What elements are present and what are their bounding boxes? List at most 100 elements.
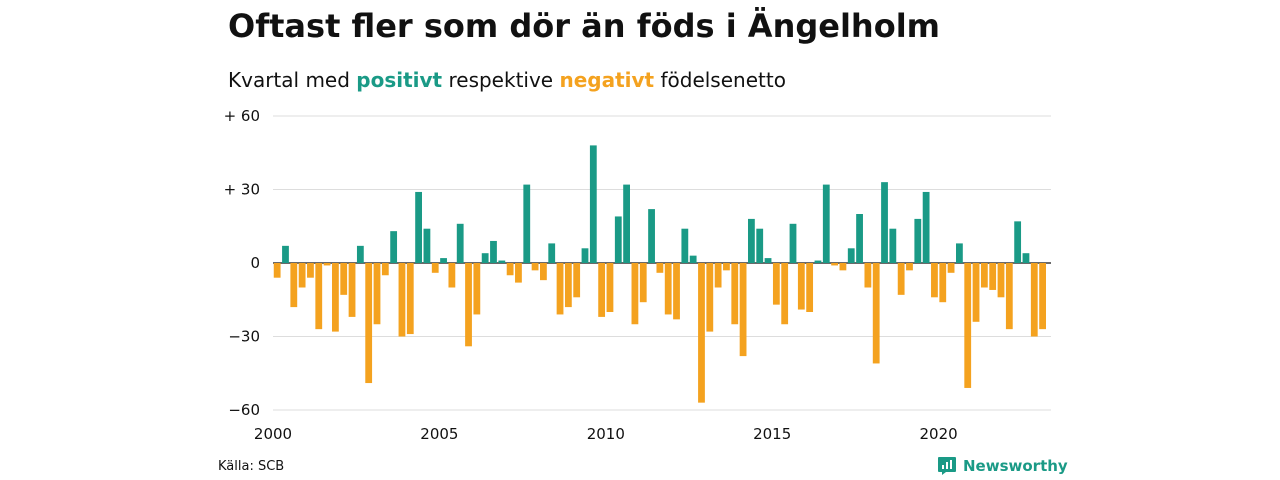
bar xyxy=(964,263,972,388)
bar xyxy=(639,263,647,303)
chart-subtitle: Kvartal med positivt respektive negativt… xyxy=(228,66,786,94)
bar xyxy=(456,223,464,263)
subtitle-positive: positivt xyxy=(356,68,443,92)
bar xyxy=(956,243,963,263)
bar xyxy=(556,263,564,315)
bar xyxy=(664,263,672,315)
bar xyxy=(872,263,880,364)
bar xyxy=(756,228,764,263)
bar xyxy=(1005,263,1013,330)
bar xyxy=(689,255,697,263)
bar xyxy=(648,209,655,263)
newsworthy-logo: Newsworthy xyxy=(937,456,1068,476)
bar xyxy=(448,263,456,288)
bar xyxy=(465,263,472,347)
y-tick-label: −60 xyxy=(228,401,260,419)
bar xyxy=(581,248,589,263)
bar xyxy=(1039,263,1046,330)
y-axis: + 60 + 30 0 −30 −60 xyxy=(224,107,260,419)
bar xyxy=(972,263,980,322)
x-tick-label: 2010 xyxy=(587,425,625,443)
subtitle-negative: negativt xyxy=(559,68,655,92)
bar xyxy=(839,263,847,271)
x-tick-label: 2000 xyxy=(254,425,292,443)
y-tick-label: 0 xyxy=(250,254,260,272)
newsworthy-logo-icon xyxy=(938,457,956,475)
bar xyxy=(423,228,431,263)
bar xyxy=(498,260,506,263)
bar xyxy=(814,260,822,263)
bar xyxy=(606,263,614,312)
bar xyxy=(307,263,314,278)
bar xyxy=(997,263,1005,298)
bar xyxy=(831,263,838,266)
bar xyxy=(348,263,356,317)
bar xyxy=(789,223,797,263)
bar xyxy=(723,263,730,271)
subtitle-prefix: Kvartal med xyxy=(228,68,357,92)
bar xyxy=(706,263,714,332)
bar xyxy=(598,263,606,317)
bar xyxy=(506,263,514,276)
bar xyxy=(406,263,414,335)
bar xyxy=(947,263,955,273)
subtitle-suffix: födelsenetto xyxy=(654,68,786,92)
bar xyxy=(531,263,539,271)
bar-series xyxy=(273,145,1046,403)
bar xyxy=(282,245,289,263)
bar xyxy=(340,263,348,295)
bar xyxy=(315,263,323,330)
bar xyxy=(323,263,331,266)
bar xyxy=(332,263,339,332)
bar xyxy=(473,263,481,315)
bar xyxy=(373,263,381,325)
bar xyxy=(856,214,863,263)
bar xyxy=(748,218,755,263)
bar xyxy=(714,263,722,288)
bar xyxy=(806,263,814,312)
x-axis: 2000 2005 2010 2015 2020 xyxy=(254,425,958,443)
y-tick-label: + 60 xyxy=(224,107,260,125)
bar xyxy=(415,191,422,263)
chart-title: Oftast fler som dör än föds i Ängelholm xyxy=(228,7,940,45)
bar xyxy=(390,231,398,263)
bar xyxy=(398,263,406,337)
bar xyxy=(1022,253,1030,263)
bar xyxy=(440,258,447,263)
bar xyxy=(573,263,581,298)
bar xyxy=(1030,263,1038,337)
brand-name: Newsworthy xyxy=(963,457,1068,475)
bar xyxy=(614,216,622,263)
bar xyxy=(931,263,938,298)
bar xyxy=(431,263,439,273)
x-tick-label: 2005 xyxy=(420,425,458,443)
bar xyxy=(589,145,597,263)
bar xyxy=(698,263,705,403)
bar xyxy=(772,263,780,305)
bar xyxy=(980,263,988,288)
bar xyxy=(822,184,830,263)
bar xyxy=(523,184,531,263)
bar xyxy=(290,263,298,308)
y-tick-label: −30 xyxy=(228,328,260,346)
bar xyxy=(298,263,306,288)
source-note: Källa: SCB xyxy=(218,459,285,474)
bar xyxy=(914,218,922,263)
bar xyxy=(906,263,913,271)
bar xyxy=(540,263,547,281)
y-tick-label: + 30 xyxy=(224,181,260,199)
bar xyxy=(656,263,664,273)
bar xyxy=(939,263,947,303)
bar xyxy=(631,263,639,325)
bar xyxy=(889,228,897,263)
bar xyxy=(515,263,522,283)
bar xyxy=(381,263,389,276)
x-tick-label: 2015 xyxy=(753,425,791,443)
bar xyxy=(365,263,373,384)
bar xyxy=(623,184,630,263)
bar xyxy=(739,263,747,357)
bar xyxy=(797,263,805,310)
bar xyxy=(847,248,855,263)
bar xyxy=(681,228,689,263)
bar xyxy=(548,243,556,263)
